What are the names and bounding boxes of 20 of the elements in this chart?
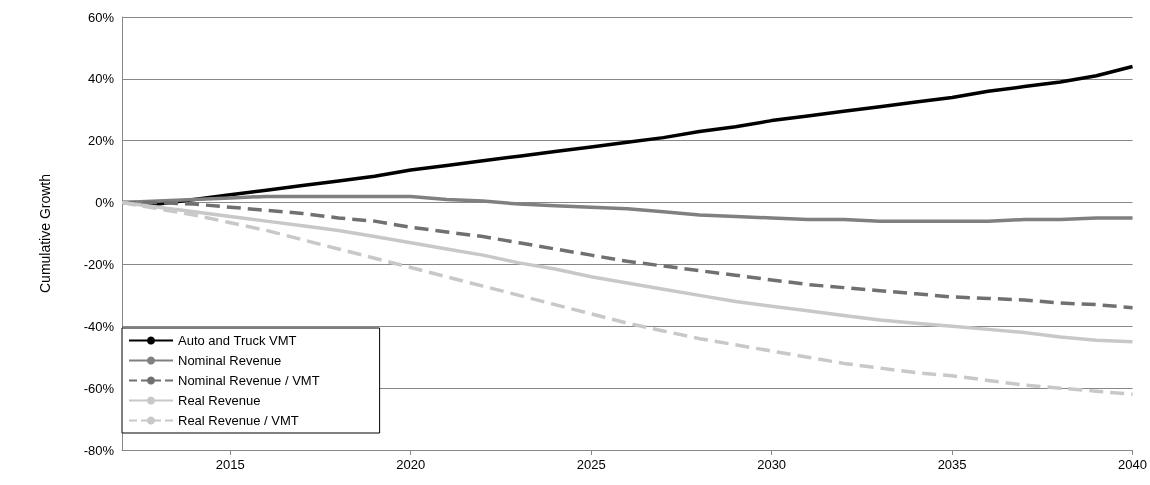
y-tick-label: 0% bbox=[95, 195, 115, 211]
x-tick-label: 2015 bbox=[215, 457, 245, 472]
y-tick-label: -40% bbox=[83, 318, 115, 334]
x-tick-label: 2030 bbox=[757, 457, 787, 472]
legend-label: Real Revenue bbox=[178, 393, 261, 408]
y-tick-label: -60% bbox=[83, 380, 115, 396]
legend-label: Nominal Revenue / VMT bbox=[178, 373, 320, 388]
legend-label: Real Revenue / VMT bbox=[178, 413, 299, 428]
x-tick-label: 2020 bbox=[396, 457, 426, 472]
legend-label: Nominal Revenue bbox=[178, 353, 282, 368]
y-tick-label: 20% bbox=[87, 133, 115, 149]
y-tick-label: 40% bbox=[87, 71, 115, 87]
y-tick-label: -80% bbox=[83, 442, 115, 458]
x-tick-label: 2025 bbox=[576, 457, 606, 472]
y-tick-label: 60% bbox=[87, 9, 115, 25]
y-axis-title: Cumulative Growth bbox=[37, 173, 53, 294]
x-tick-label: 2035 bbox=[937, 457, 967, 472]
legend-label: Auto and Truck VMT bbox=[178, 333, 297, 348]
y-tick-label: -20% bbox=[83, 256, 115, 272]
x-tick-label: 2040 bbox=[1118, 457, 1147, 472]
